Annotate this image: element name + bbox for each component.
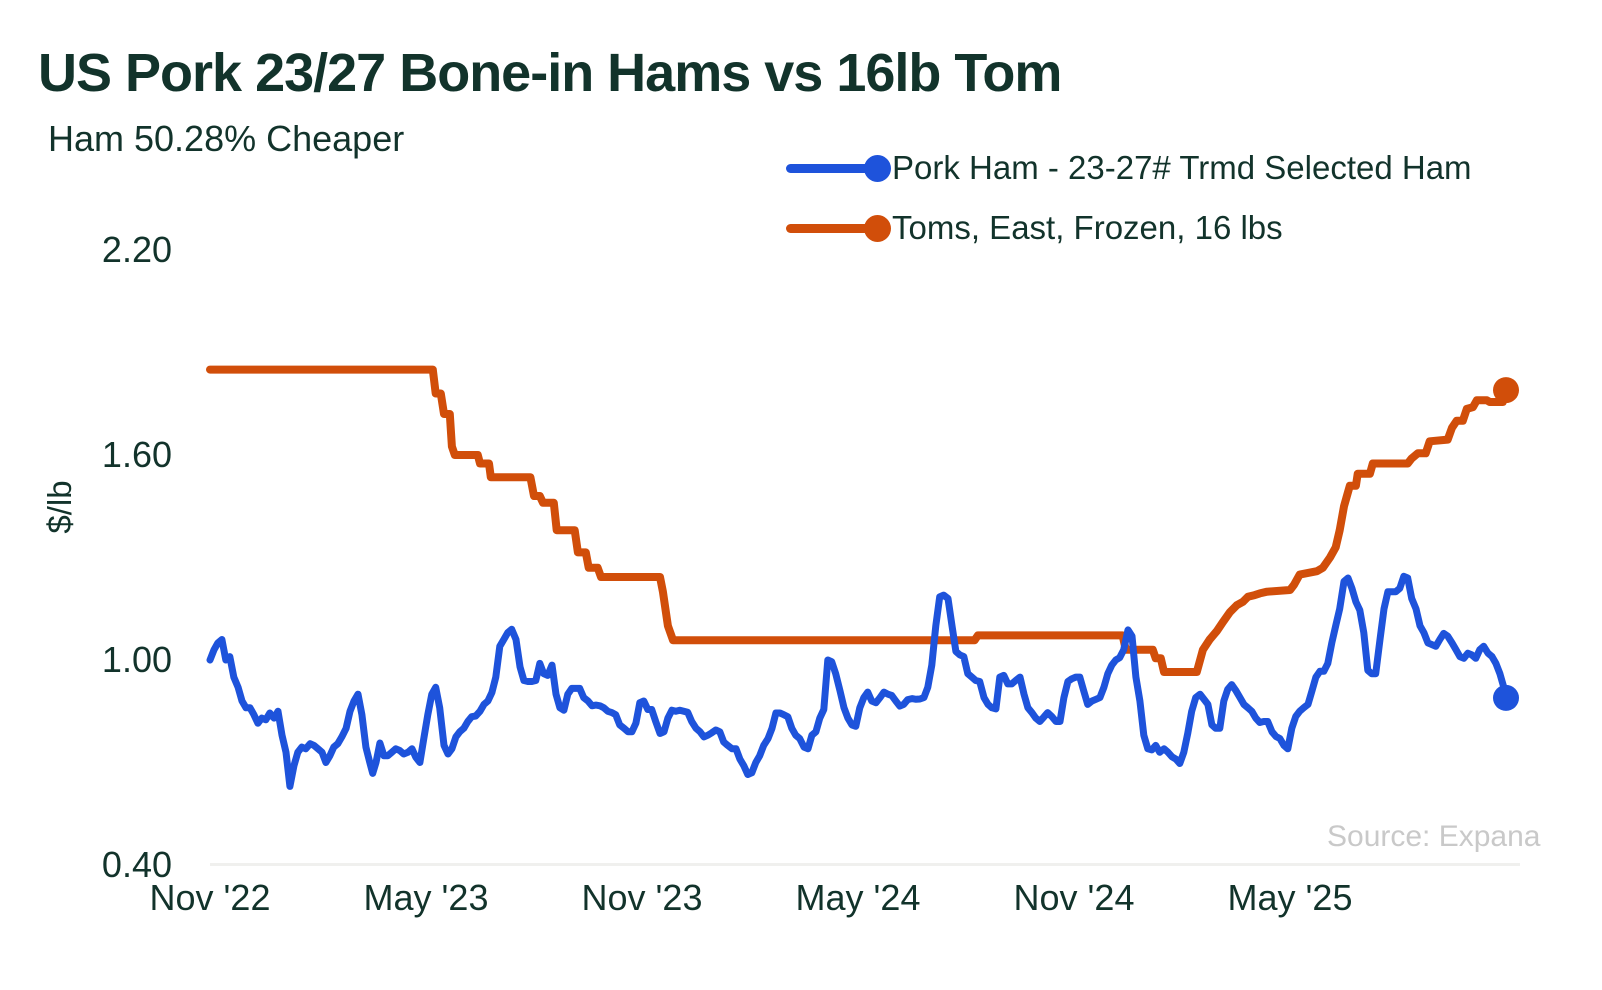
legend-item-toms: Toms, East, Frozen, 16 lbs (786, 209, 1283, 247)
x-tick-label: May '23 (363, 877, 489, 918)
x-axis-baseline (210, 863, 1520, 866)
source-note: Source: Expana (1327, 820, 1541, 853)
y-tick-label: 0.40 (101, 844, 172, 885)
pork-ham-end-marker-dot (1493, 684, 1519, 711)
toms-legend-dot-icon (864, 214, 891, 242)
x-tick-label: Nov '22 (149, 877, 271, 918)
x-tick-label: Nov '23 (581, 877, 703, 918)
pork-ham-series-line (206, 572, 1510, 790)
pork-ham-legend-dot-icon (864, 154, 891, 182)
y-tick-label: 1.00 (101, 639, 172, 680)
legend-label: Pork Ham - 23-27# Trmd Selected Ham (892, 149, 1472, 186)
legend-label: Toms, East, Frozen, 16 lbs (892, 209, 1283, 246)
pork-ham-legend-line-swatch (786, 163, 872, 173)
toms-series-line (206, 365, 1510, 676)
chart-subtitle: Ham 50.28% Cheaper (48, 118, 405, 159)
toms-end-marker-dot (1493, 377, 1519, 404)
y-tick-label: 1.60 (101, 434, 172, 475)
x-tick-label: Nov '24 (1013, 877, 1135, 918)
x-tick-label: May '25 (1227, 877, 1353, 918)
toms-legend-line-swatch (786, 223, 872, 233)
y-tick-label: 2.20 (101, 229, 172, 270)
x-tick-label: May '24 (795, 877, 921, 918)
legend-item-pork-ham: Pork Ham - 23-27# Trmd Selected Ham (786, 149, 1472, 187)
page-title: US Pork 23/27 Bone-in Hams vs 16lb Tom (38, 43, 1062, 103)
